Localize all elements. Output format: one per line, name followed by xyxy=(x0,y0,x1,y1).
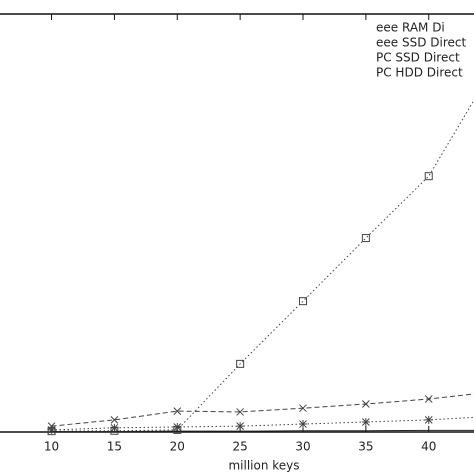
x-tick-label: 20 xyxy=(170,440,185,454)
x-tick-label: 40 xyxy=(421,440,436,454)
x-tick-label: 35 xyxy=(358,440,373,454)
legend-label: PC SSD Direct xyxy=(376,51,460,65)
marker xyxy=(362,400,370,408)
legend-label: PC HDD Direct xyxy=(376,66,463,80)
legend-label: eee SSD Direct xyxy=(376,36,466,50)
series-line xyxy=(51,99,474,432)
x-tick-label: 10 xyxy=(44,440,59,454)
marker xyxy=(299,297,308,306)
marker xyxy=(236,408,244,416)
marker xyxy=(47,425,56,434)
marker xyxy=(299,404,307,413)
legend-label: eee RAM Di xyxy=(376,21,445,35)
x-tick-label: 15 xyxy=(107,440,122,454)
marker xyxy=(173,407,182,415)
marker xyxy=(173,422,182,431)
series-line xyxy=(51,429,474,433)
x-axis-label: million keys xyxy=(228,459,299,473)
series-line xyxy=(51,393,474,427)
marker xyxy=(110,423,119,432)
marker xyxy=(424,172,433,181)
x-tick-label: 30 xyxy=(295,440,310,454)
marker xyxy=(424,415,433,424)
x-tick-label: 25 xyxy=(233,440,248,454)
marker xyxy=(236,422,245,431)
marker xyxy=(361,417,370,426)
series-line xyxy=(51,416,474,431)
marker xyxy=(424,395,433,403)
marker xyxy=(299,420,308,429)
marker xyxy=(110,416,119,424)
marker xyxy=(361,234,370,243)
marker xyxy=(236,359,245,368)
